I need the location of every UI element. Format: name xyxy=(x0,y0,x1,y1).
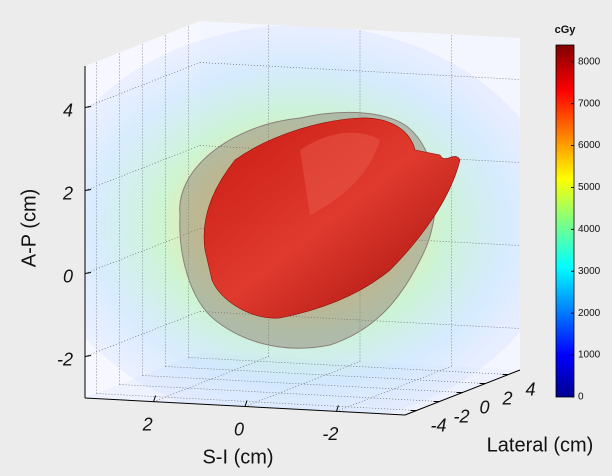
grid-line xyxy=(153,356,269,402)
grid-line xyxy=(199,145,521,163)
surface-highlight xyxy=(300,132,380,215)
x-tick-label: -2 xyxy=(322,424,338,444)
grid-line xyxy=(84,62,201,108)
grid-line xyxy=(199,62,521,80)
z-tick-label: 4 xyxy=(63,100,73,120)
grid-line xyxy=(199,311,521,329)
y-tick-label: 0 xyxy=(479,397,489,417)
grid-line xyxy=(84,145,201,191)
x-tick xyxy=(335,405,339,412)
grid-line xyxy=(244,361,361,407)
y-axis-label: Lateral (cm) xyxy=(487,434,594,456)
grid-line xyxy=(84,311,201,357)
colorbar-label: cGy xyxy=(555,24,577,36)
colorbar-tick-label: 0 xyxy=(578,392,584,403)
x-axis-label: S-I (cm) xyxy=(202,446,273,468)
grid xyxy=(84,24,521,412)
colorbar-tick-label: 6000 xyxy=(578,140,601,151)
colorbar-tick-label: 4000 xyxy=(578,224,601,235)
grid-line xyxy=(199,228,521,246)
colorbar-tick-label: 5000 xyxy=(578,182,601,193)
y-tick-label: 2 xyxy=(501,388,512,408)
grid-line xyxy=(188,357,509,375)
y-tick-label: -2 xyxy=(453,406,469,426)
x-tick xyxy=(244,400,248,407)
x-tick-label: 2 xyxy=(142,414,153,434)
colorbar-tick-label: 7000 xyxy=(578,98,601,109)
x-tick-label: 0 xyxy=(234,419,244,439)
y-tick-label: 4 xyxy=(525,379,535,399)
z-tick xyxy=(84,189,92,191)
grid-line xyxy=(119,384,440,402)
colorbar xyxy=(555,44,575,398)
z-tick xyxy=(84,272,92,274)
grid-line xyxy=(336,366,452,412)
z-tick-label: 2 xyxy=(62,183,73,203)
grid-line xyxy=(142,375,463,393)
colorbar-tick-label: 8000 xyxy=(578,56,601,67)
z-tick-label: 0 xyxy=(63,266,73,286)
z-tick-label: -2 xyxy=(57,349,73,369)
grid-line xyxy=(165,366,486,384)
colorbar-tick-label: 1000 xyxy=(578,350,601,361)
x-tick xyxy=(153,395,157,402)
isodose-surface xyxy=(203,117,461,319)
y-tick-label: -4 xyxy=(430,415,446,435)
colorbar-tick-label: 2000 xyxy=(578,308,601,319)
colorbar-tick-label: 3000 xyxy=(578,266,601,277)
grid-line xyxy=(84,228,201,274)
axis-line xyxy=(404,369,521,416)
z-tick xyxy=(84,355,92,357)
z-tick xyxy=(84,106,92,108)
z-axis-label: A-P (cm) xyxy=(18,189,40,268)
grid-line xyxy=(96,393,417,411)
axis-line xyxy=(84,397,406,416)
